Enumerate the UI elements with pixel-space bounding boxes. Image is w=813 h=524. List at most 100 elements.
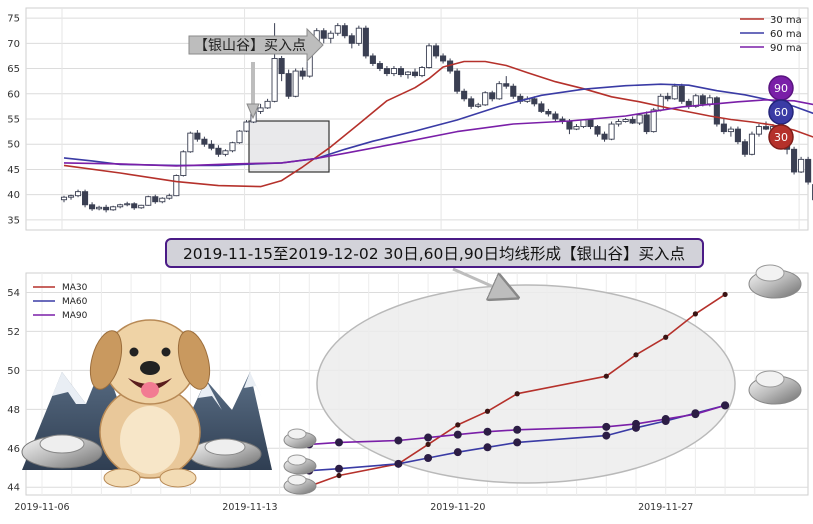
candle-up [111,207,116,210]
series-point [394,436,402,444]
candle-up [651,110,656,132]
series-point [693,311,698,316]
candle-down [349,36,354,44]
candle-down [433,46,438,56]
candle-up [139,205,144,208]
candle-up [728,129,733,132]
series-point [513,426,521,434]
candle-down [370,56,375,64]
series-point [633,352,638,357]
bottom-x-tick-label: 2019-11-06 [14,502,69,513]
candle-down [384,69,389,74]
candle-down [153,197,158,202]
legend-ma60: MA60 [62,297,88,307]
candle-up [160,198,165,202]
candle-up [258,108,263,112]
candle-down [539,104,544,112]
badge-30: 30 [774,131,788,144]
candle-up [188,133,193,152]
ma-badges: 90 60 30 [769,76,793,149]
candle-down [455,71,460,91]
candle-down [363,28,368,56]
candle-down [700,96,705,104]
candle-down [462,91,467,99]
legend-60ma: 60 ma [770,29,802,40]
candle-up [75,192,80,196]
candle-down [665,96,670,99]
bottom-y-tick-label: 44 [7,483,20,494]
series-point [662,415,670,423]
series-point [335,438,343,446]
series-point [485,409,490,414]
candle-down [806,159,811,182]
candle-up [237,131,242,143]
top-y-tick-label: 65 [7,64,20,75]
candle-up [405,72,410,75]
bottom-x-tick-label: 2019-11-27 [638,502,693,513]
top-y-tick-label: 60 [7,89,20,100]
top-y-tick-label: 35 [7,215,20,226]
banner-text: 2019-11-15至2019-12-02 30日,60日,90日均线形成【银山… [183,245,685,263]
badge-60: 60 [774,106,788,119]
series-point [632,420,640,428]
legend-ma30: MA30 [62,283,88,293]
bottom-y-tick-label: 46 [7,444,20,455]
candle-up [174,176,179,196]
candle-down [104,207,109,210]
candle-down [195,133,200,139]
candle-down [300,71,305,76]
series-point [484,443,492,451]
candle-up [265,101,270,108]
candle-down [286,74,291,97]
series-point [602,432,610,440]
series-point [691,410,699,418]
candle-down [440,56,445,61]
bottom-y-tick-label: 52 [7,327,20,338]
candle-up [125,204,130,205]
candle-up [244,122,249,131]
candle-down [679,86,684,101]
candle-up [574,127,579,130]
series-point [424,434,432,442]
candle-down [595,127,600,135]
series-point [455,422,460,427]
candle-down [791,149,796,172]
annotation-label: 【银山谷】买入点 [194,38,306,54]
series-point [336,473,341,478]
candle-down [532,99,537,104]
candle-down [82,192,87,205]
candle-up [68,196,73,198]
bottom-y-tick-label: 54 [7,288,20,299]
candle-down [602,134,607,139]
top-y-tick-label: 50 [7,140,20,151]
candle-up [497,84,502,99]
candle-down [469,99,474,107]
series-point [484,428,492,436]
top-y-tick-label: 70 [7,39,20,50]
candle-up [167,196,172,199]
candle-down [763,127,768,130]
candle-down [742,142,747,155]
candle-up [118,205,123,207]
candle-down [714,98,719,124]
candle-up [483,93,488,105]
candle-down [279,58,284,73]
ingot-top-right [749,265,801,298]
candle-up [658,96,663,110]
candle-up [672,86,677,99]
series-point [424,454,432,462]
bottom-x-tick-label: 2019-11-13 [222,502,277,513]
candle-up [391,69,396,74]
top-y-tick-label: 75 [7,14,20,25]
highlight-ellipse [317,285,735,483]
series-point [721,401,729,409]
top-y-tick-label: 55 [7,115,20,126]
candle-down [546,111,551,114]
candle-up [328,33,333,38]
candle-down [132,204,137,208]
badge-90: 90 [774,82,788,95]
series-point [663,335,668,340]
candle-down [735,129,740,142]
